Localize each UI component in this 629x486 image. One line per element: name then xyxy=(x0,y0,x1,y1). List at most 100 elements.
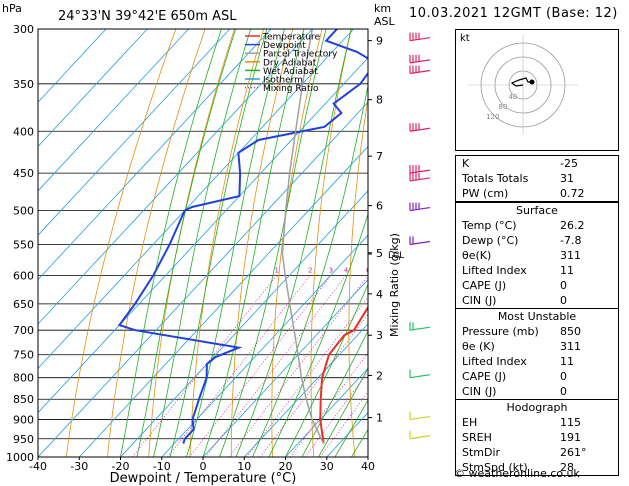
hodo-row: StmDir 261° xyxy=(462,446,587,459)
isotherm-line xyxy=(243,323,368,457)
y-tick-label: 950 xyxy=(13,433,34,446)
y-tick-label: 850 xyxy=(13,393,34,406)
legend-label: Temperature xyxy=(262,33,320,43)
series-dewpoint xyxy=(117,29,368,444)
legend-label: Isotherm xyxy=(263,76,303,86)
y-tick-label: 1000 xyxy=(6,451,34,464)
asl-label: ASL xyxy=(374,15,396,28)
wet-adiabat xyxy=(318,367,368,457)
isotherm-line xyxy=(38,29,231,236)
x-tick-label: 40 xyxy=(361,460,375,473)
km-tick-label: 3 xyxy=(376,329,383,342)
date-title: 10.03.2021 12GMT (Base: 12) xyxy=(409,6,618,21)
dry-adiabat xyxy=(107,29,206,457)
hodo-row: StmSpd (kt) 28 xyxy=(462,461,574,474)
dry-adiabat xyxy=(348,96,368,457)
mixing-ratio-line xyxy=(167,275,311,457)
wind-barb-staff xyxy=(409,435,431,440)
chart-series-layer xyxy=(117,29,368,444)
surface-row: CAPE (J) 0 xyxy=(462,279,567,292)
isotherm-line xyxy=(161,234,368,457)
x-tick-label: -20 xyxy=(112,460,130,473)
km-tick-label: 5 xyxy=(376,247,383,260)
mu-row: θe (K) 311 xyxy=(462,340,581,353)
chart-background-lines: 1 2 3 4 6 8 10 16 20 25 xyxy=(38,29,444,457)
dry-adiabat xyxy=(230,29,294,457)
isotherm-line xyxy=(38,29,272,281)
mixing-ratio-line xyxy=(189,275,332,457)
y-tick-label: 450 xyxy=(13,167,34,180)
hodograph-unit: kt xyxy=(460,33,470,44)
legend-label: Parcel Trajectory xyxy=(263,50,338,60)
mixing-ratio-line xyxy=(205,275,347,457)
mixing-ratio-label: 2 xyxy=(308,266,312,274)
isotherm-line xyxy=(38,29,313,325)
chart-axes: 3003504004505005506006507007508008509009… xyxy=(6,23,404,473)
km-tick-label: 2 xyxy=(376,369,383,382)
isotherm-line xyxy=(38,29,354,369)
mixing-ratio-axis-title: Mixing Ratio (g/kg) xyxy=(388,233,401,337)
wet-adiabat xyxy=(285,283,368,457)
x-axis-title: Dewpoint / Temperature (°C) xyxy=(110,471,297,486)
dry-adiabat xyxy=(148,29,235,457)
dry-adiabat xyxy=(65,29,177,457)
x-tick-label: -40 xyxy=(29,460,47,473)
wet-adiabat xyxy=(153,29,252,457)
surface-row: θe(K) 311 xyxy=(462,249,581,262)
legend-label: Dry Adiabat xyxy=(263,58,317,68)
surface-row: Dewp (°C) -7.8 xyxy=(462,234,582,247)
surface-row: CIN (J) 0 xyxy=(462,294,567,307)
legend-label: Mixing Ratio xyxy=(263,84,319,94)
x-tick-label: 10 xyxy=(237,460,251,473)
hodograph-panel: kt 40 80 120 xyxy=(455,29,619,151)
wet-adiabat xyxy=(169,29,268,457)
legend-label: Wet Adiabat xyxy=(263,67,318,77)
dry-adiabat xyxy=(189,29,264,457)
mu-row: Pressure (mb) 850 xyxy=(462,325,581,338)
mu-row: Lifted Index 11 xyxy=(462,355,574,368)
isotherm-line xyxy=(38,29,189,192)
index-row-totals: Totals Totals 31 xyxy=(462,172,574,185)
mixing-ratio-label: 4 xyxy=(344,266,349,274)
y-tick-label: 350 xyxy=(13,78,34,91)
wet-adiabat xyxy=(120,29,222,457)
x-tick-label: 0 xyxy=(200,460,207,473)
location-title: 24°33'N 39°42'E 650m ASL xyxy=(58,9,237,24)
mixing-ratio-label: 6 xyxy=(366,266,371,274)
y-tick-label: 600 xyxy=(13,269,34,282)
wet-adiabat xyxy=(186,29,285,457)
wind-barbs xyxy=(409,32,431,440)
wind-barb-staff xyxy=(409,374,431,379)
km-tick-label: 4 xyxy=(376,288,383,301)
y-unit-label: hPa xyxy=(2,2,22,15)
hodograph-table-title: Hodograph xyxy=(456,399,618,415)
mixing-ratio-label: 20 xyxy=(435,266,444,274)
hodo-row: SREH 191 xyxy=(462,431,581,444)
x-tick-label: 30 xyxy=(320,460,334,473)
y-tick-label: 500 xyxy=(13,205,34,218)
mixing-ratio-label: 8 xyxy=(382,266,386,274)
most-unstable-title: Most Unstable xyxy=(456,308,618,324)
mu-row: CIN (J) 0 xyxy=(462,385,567,398)
isotherm-line xyxy=(78,145,368,457)
x-tick-label: 20 xyxy=(279,460,293,473)
isotherm-line xyxy=(38,29,148,148)
mixing-ratio-line xyxy=(228,275,368,457)
hodograph-ring-label: 40 xyxy=(508,93,517,101)
km-tick-label: LCL xyxy=(388,251,404,261)
surface-row: Lifted Index 11 xyxy=(462,264,574,277)
series-temperature xyxy=(319,305,368,444)
wet-adiabat xyxy=(334,399,368,457)
credit-text: © weatheronline.co.uk xyxy=(454,467,580,480)
mixing-ratio-label: 1 xyxy=(275,266,279,274)
index-row-k: K -25 xyxy=(462,157,578,170)
hodograph-trace xyxy=(510,77,532,87)
mu-row: CAPE (J) 0 xyxy=(462,370,567,383)
index-row-pw: PW (cm) 0.72 xyxy=(462,187,585,200)
wet-adiabat xyxy=(301,330,368,457)
surface-row: Temp (°C) 26.2 xyxy=(462,219,585,232)
surface-title: Surface xyxy=(516,204,558,217)
isotherm-line xyxy=(202,278,368,457)
